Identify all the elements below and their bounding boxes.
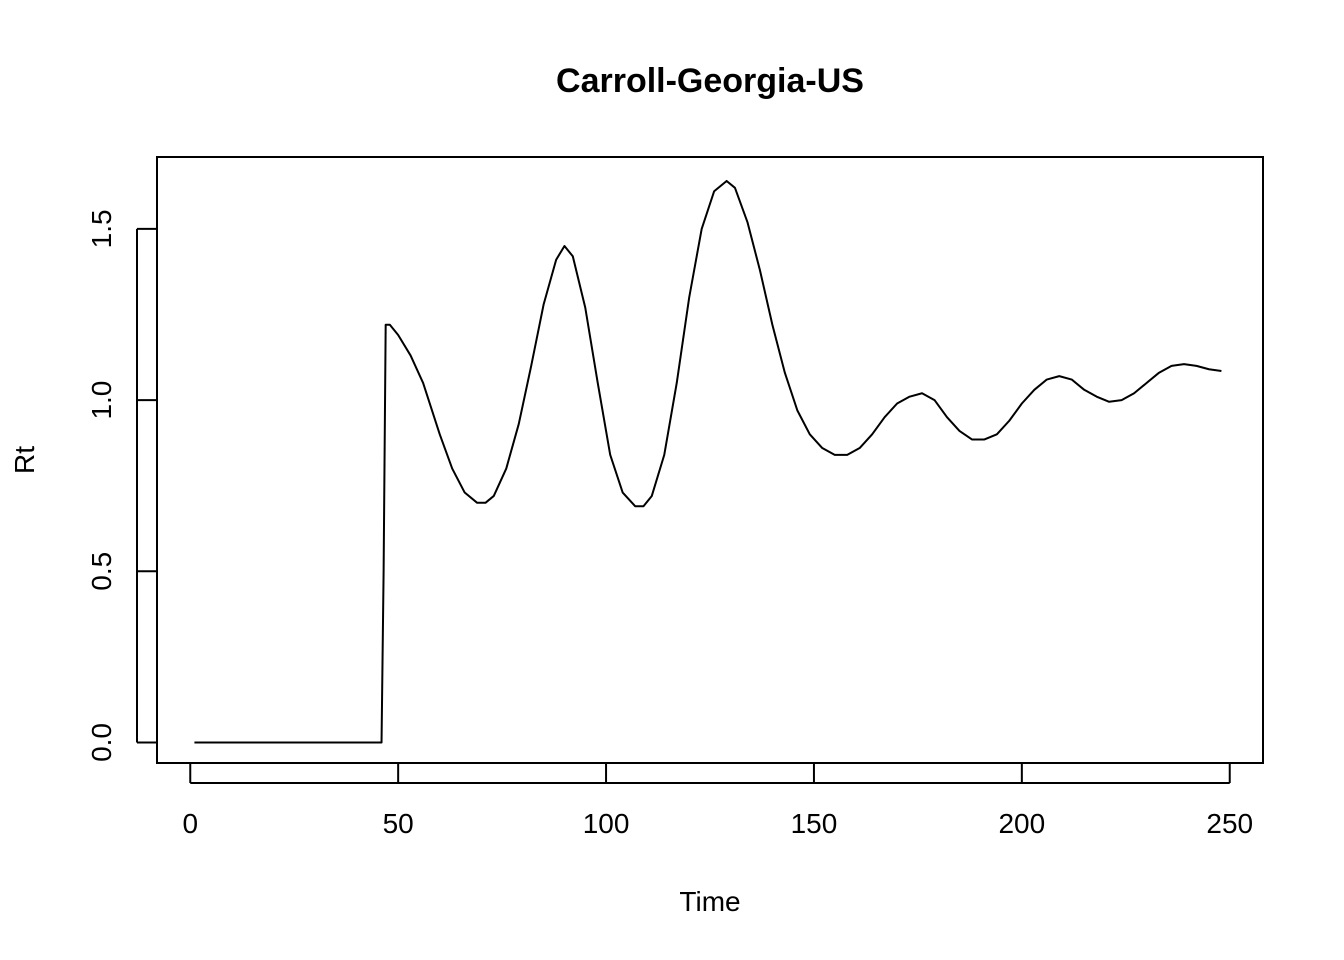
x-axis-label: Time bbox=[679, 886, 740, 917]
y-tick-label: 0.5 bbox=[86, 552, 117, 591]
x-tick-label: 50 bbox=[383, 808, 414, 839]
x-tick-label: 100 bbox=[583, 808, 630, 839]
rt-series-line bbox=[194, 179, 1222, 744]
x-tick-label: 150 bbox=[791, 808, 838, 839]
y-axis: 0.0 0.5 1.0 1.5 bbox=[86, 209, 157, 762]
x-tick-label: 0 bbox=[182, 808, 198, 839]
chart-title: Carroll-Georgia-US bbox=[556, 62, 864, 100]
y-tick-label: 1.0 bbox=[86, 381, 117, 420]
x-axis: 0 50 100 150 200 250 bbox=[182, 763, 1253, 839]
y-tick-label: 0.0 bbox=[86, 723, 117, 762]
plot-frame bbox=[156, 156, 1264, 764]
x-tick-label: 250 bbox=[1206, 808, 1253, 839]
y-axis-label: Rt bbox=[9, 446, 40, 474]
y-tick-label: 1.5 bbox=[86, 209, 117, 248]
x-tick-label: 200 bbox=[998, 808, 1045, 839]
